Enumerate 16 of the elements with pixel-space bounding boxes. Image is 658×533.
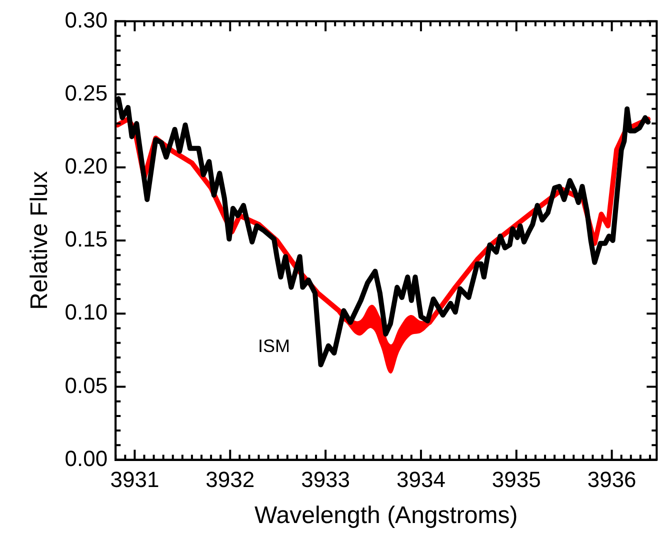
annotation: ISM [258, 336, 290, 357]
y-axis-title: Relative Flux [26, 171, 54, 310]
y-tick-label: 0.15 [64, 226, 108, 252]
x-tick-label: 3933 [301, 467, 350, 492]
x-tick-label: 3931 [110, 467, 160, 492]
x-tick-label: 3932 [206, 467, 255, 492]
x-axis-title: Wavelength (Angstroms) [254, 502, 518, 530]
y-tick-label: 0.30 [64, 7, 108, 32]
x-tick-label: 3934 [396, 467, 446, 492]
y-tick-label: 0.00 [64, 446, 108, 471]
x-tick-label: 3935 [492, 467, 541, 492]
x-tick-label: 3936 [587, 467, 636, 492]
y-tick-label: 0.05 [64, 372, 108, 398]
y-tick-label: 0.20 [64, 153, 108, 178]
y-tick-label: 0.10 [64, 300, 108, 325]
y-tick-label: 0.25 [64, 80, 108, 106]
